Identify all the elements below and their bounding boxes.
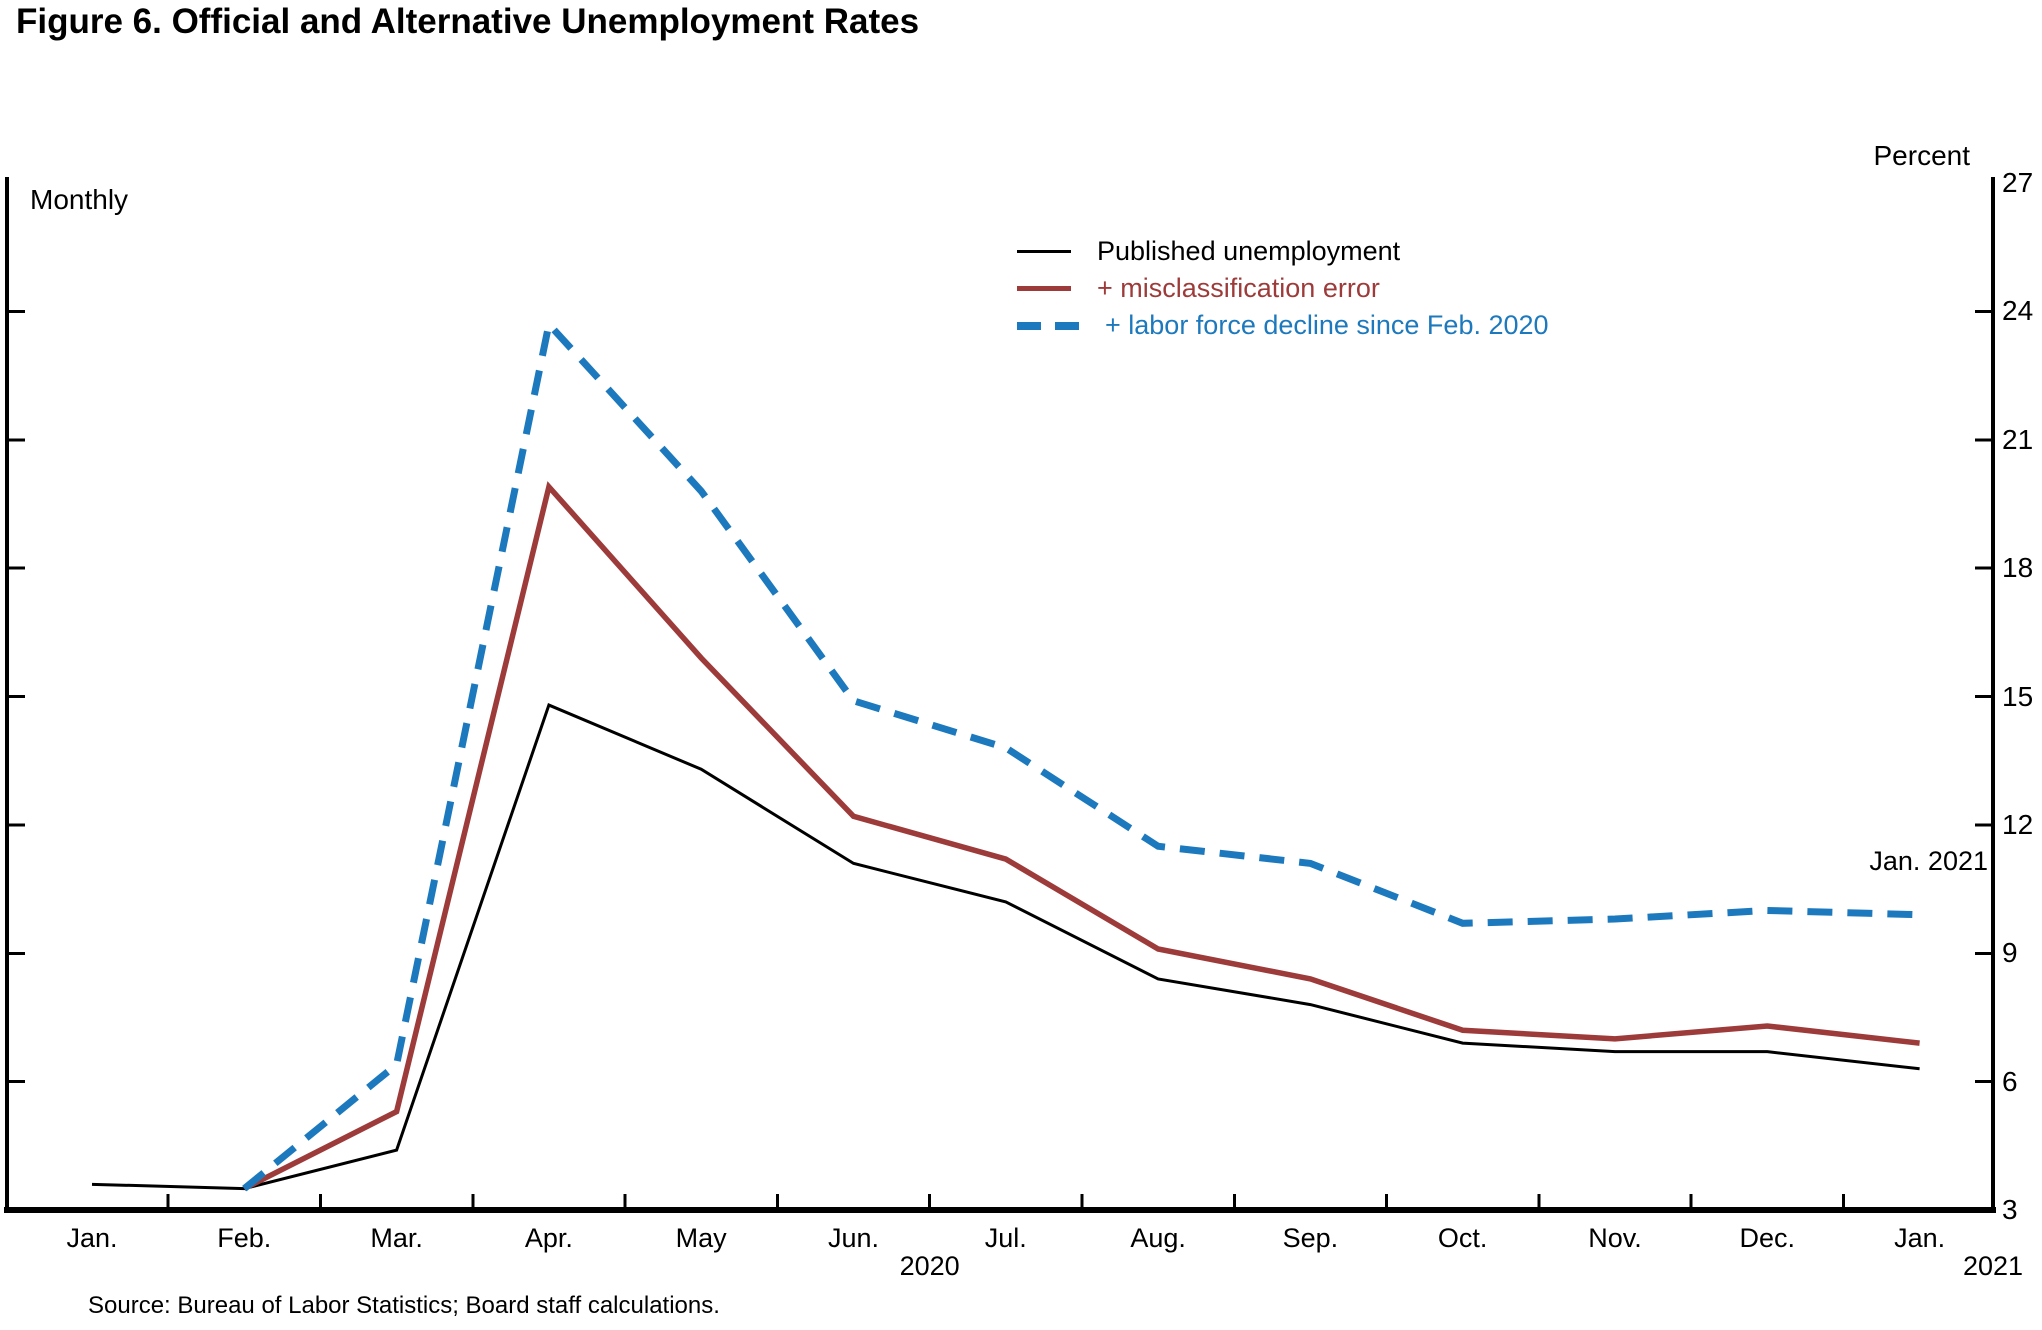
y-tick-label: 15: [2002, 680, 2034, 712]
y-tick-label: 9: [2002, 937, 2018, 969]
series-line-0: [91, 703, 1920, 1191]
legend-label-published: Published unemployment: [1097, 236, 1401, 266]
legend-line-sample-misclassification: [1017, 285, 1071, 292]
legend-row-published: Published unemployment: [1017, 233, 1549, 270]
legend-row-labor-force: + labor force decline since Feb. 2020: [1017, 307, 1549, 344]
y-tick-label: 18: [2002, 552, 2034, 584]
legend-row-misclassification: + misclassification error: [1017, 270, 1549, 307]
source-note: Source: Bureau of Labor Statistics; Boar…: [88, 1292, 720, 1319]
x-tick-label: Sep.: [1282, 1223, 1339, 1253]
y-tick-label: 21: [2002, 423, 2034, 455]
x-tick-label: Jan.: [66, 1223, 118, 1253]
x-tick-label: Feb.: [217, 1223, 272, 1253]
y-tick-label: 3: [2002, 1194, 2018, 1225]
x-year-label: 2021: [1962, 1251, 2024, 1281]
x-tick-label: Dec.: [1739, 1223, 1796, 1253]
legend-label-labor-force: + labor force decline since Feb. 2020: [1105, 310, 1549, 340]
x-tick-label: Aug.: [1130, 1223, 1186, 1253]
y-tick-label: 27: [2002, 167, 2034, 198]
legend-line-sample-published: [1017, 250, 1071, 253]
unit-label: Percent: [1873, 140, 1971, 171]
annotation-jan-2021: Jan. 2021: [1869, 846, 1988, 876]
y-tick-label: 6: [2002, 1065, 2018, 1097]
series-line-2: [242, 316, 1920, 1192]
legend-label-misclassification: + misclassification error: [1097, 273, 1380, 303]
x-year-label: 2020: [899, 1251, 960, 1281]
x-tick-label: Apr.: [524, 1223, 573, 1253]
x-tick-label: Jan.: [1894, 1223, 1946, 1253]
x-tick-label: Oct.: [1437, 1223, 1488, 1253]
x-tick-label: Nov.: [1588, 1223, 1642, 1253]
frequency-label: Monthly: [30, 184, 129, 215]
legend: Published unemployment + misclassificati…: [1017, 233, 1549, 344]
series-line-1: [243, 481, 1920, 1192]
x-tick-label: May: [675, 1223, 727, 1253]
figure-title: Figure 6. Official and Alternative Unemp…: [16, 2, 920, 41]
x-tick-label: Jun.: [827, 1223, 880, 1253]
x-tick-label: Jul.: [984, 1223, 1027, 1253]
legend-line-sample-labor-force: [1017, 321, 1079, 330]
y-tick-label: 24: [2002, 295, 2034, 327]
x-tick-label: Mar.: [370, 1223, 423, 1253]
y-tick-label: 12: [2002, 808, 2034, 840]
